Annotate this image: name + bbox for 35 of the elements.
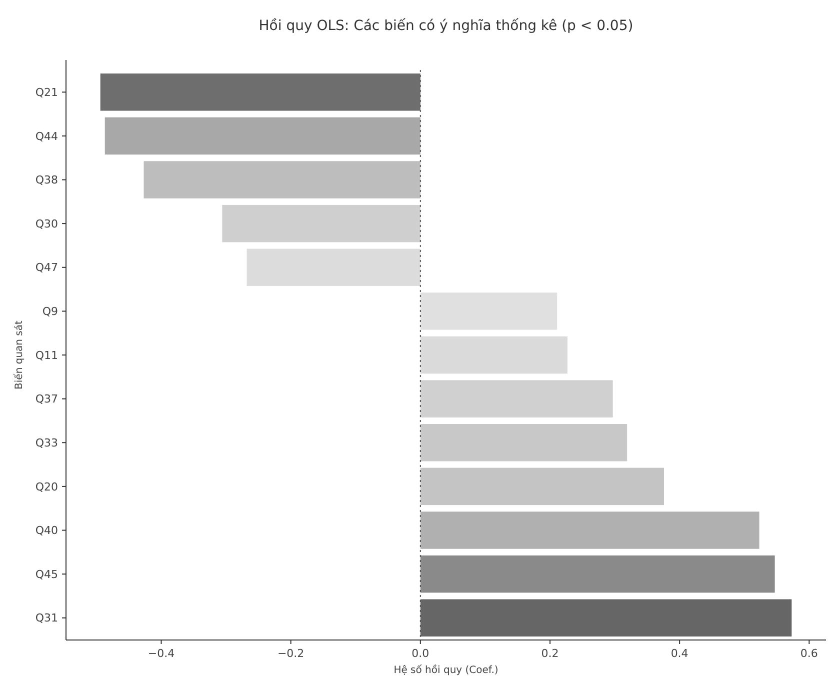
x-tick-label: 0.2 <box>541 647 559 660</box>
bar <box>420 424 628 462</box>
bar <box>100 74 420 111</box>
y-tick-label: Q21 <box>35 86 58 99</box>
bar <box>420 512 760 549</box>
chart-title: Hồi quy OLS: Các biến có ý nghĩa thống kê (p < 0.05) <box>258 18 634 34</box>
bar <box>104 117 420 155</box>
x-tick-label: −0.4 <box>148 647 175 660</box>
y-tick-label: Q11 <box>35 348 58 362</box>
x-tick-label: 0.0 <box>412 647 430 660</box>
bar <box>246 248 420 286</box>
y-tick-label: Q30 <box>35 217 58 230</box>
bar <box>420 292 558 330</box>
y-tick-label: Q38 <box>35 174 58 187</box>
x-axis-title: Hệ số hồi quy (Coef.) <box>394 664 498 676</box>
x-tick-label: 0.4 <box>670 647 688 660</box>
bar <box>144 161 420 198</box>
y-tick-label: Q47 <box>35 261 58 274</box>
bar <box>420 599 792 636</box>
y-tick-label: Q9 <box>42 305 58 318</box>
bar <box>222 204 420 242</box>
bar <box>420 336 568 374</box>
y-tick-label: Q33 <box>35 436 58 450</box>
y-tick-label: Q31 <box>35 612 58 625</box>
bar <box>420 555 775 593</box>
y-tick-label: Q40 <box>35 524 58 538</box>
bar <box>420 380 613 418</box>
bar <box>420 468 664 506</box>
y-tick-label: Q37 <box>35 392 58 406</box>
x-tick-label: −0.2 <box>277 647 304 660</box>
y-axis-title: Biến quan sát <box>13 320 25 390</box>
x-tick-label: 0.6 <box>800 647 818 660</box>
y-tick-label: Q20 <box>35 480 58 494</box>
y-tick-label: Q45 <box>35 568 58 581</box>
y-tick-label: Q44 <box>35 130 58 143</box>
